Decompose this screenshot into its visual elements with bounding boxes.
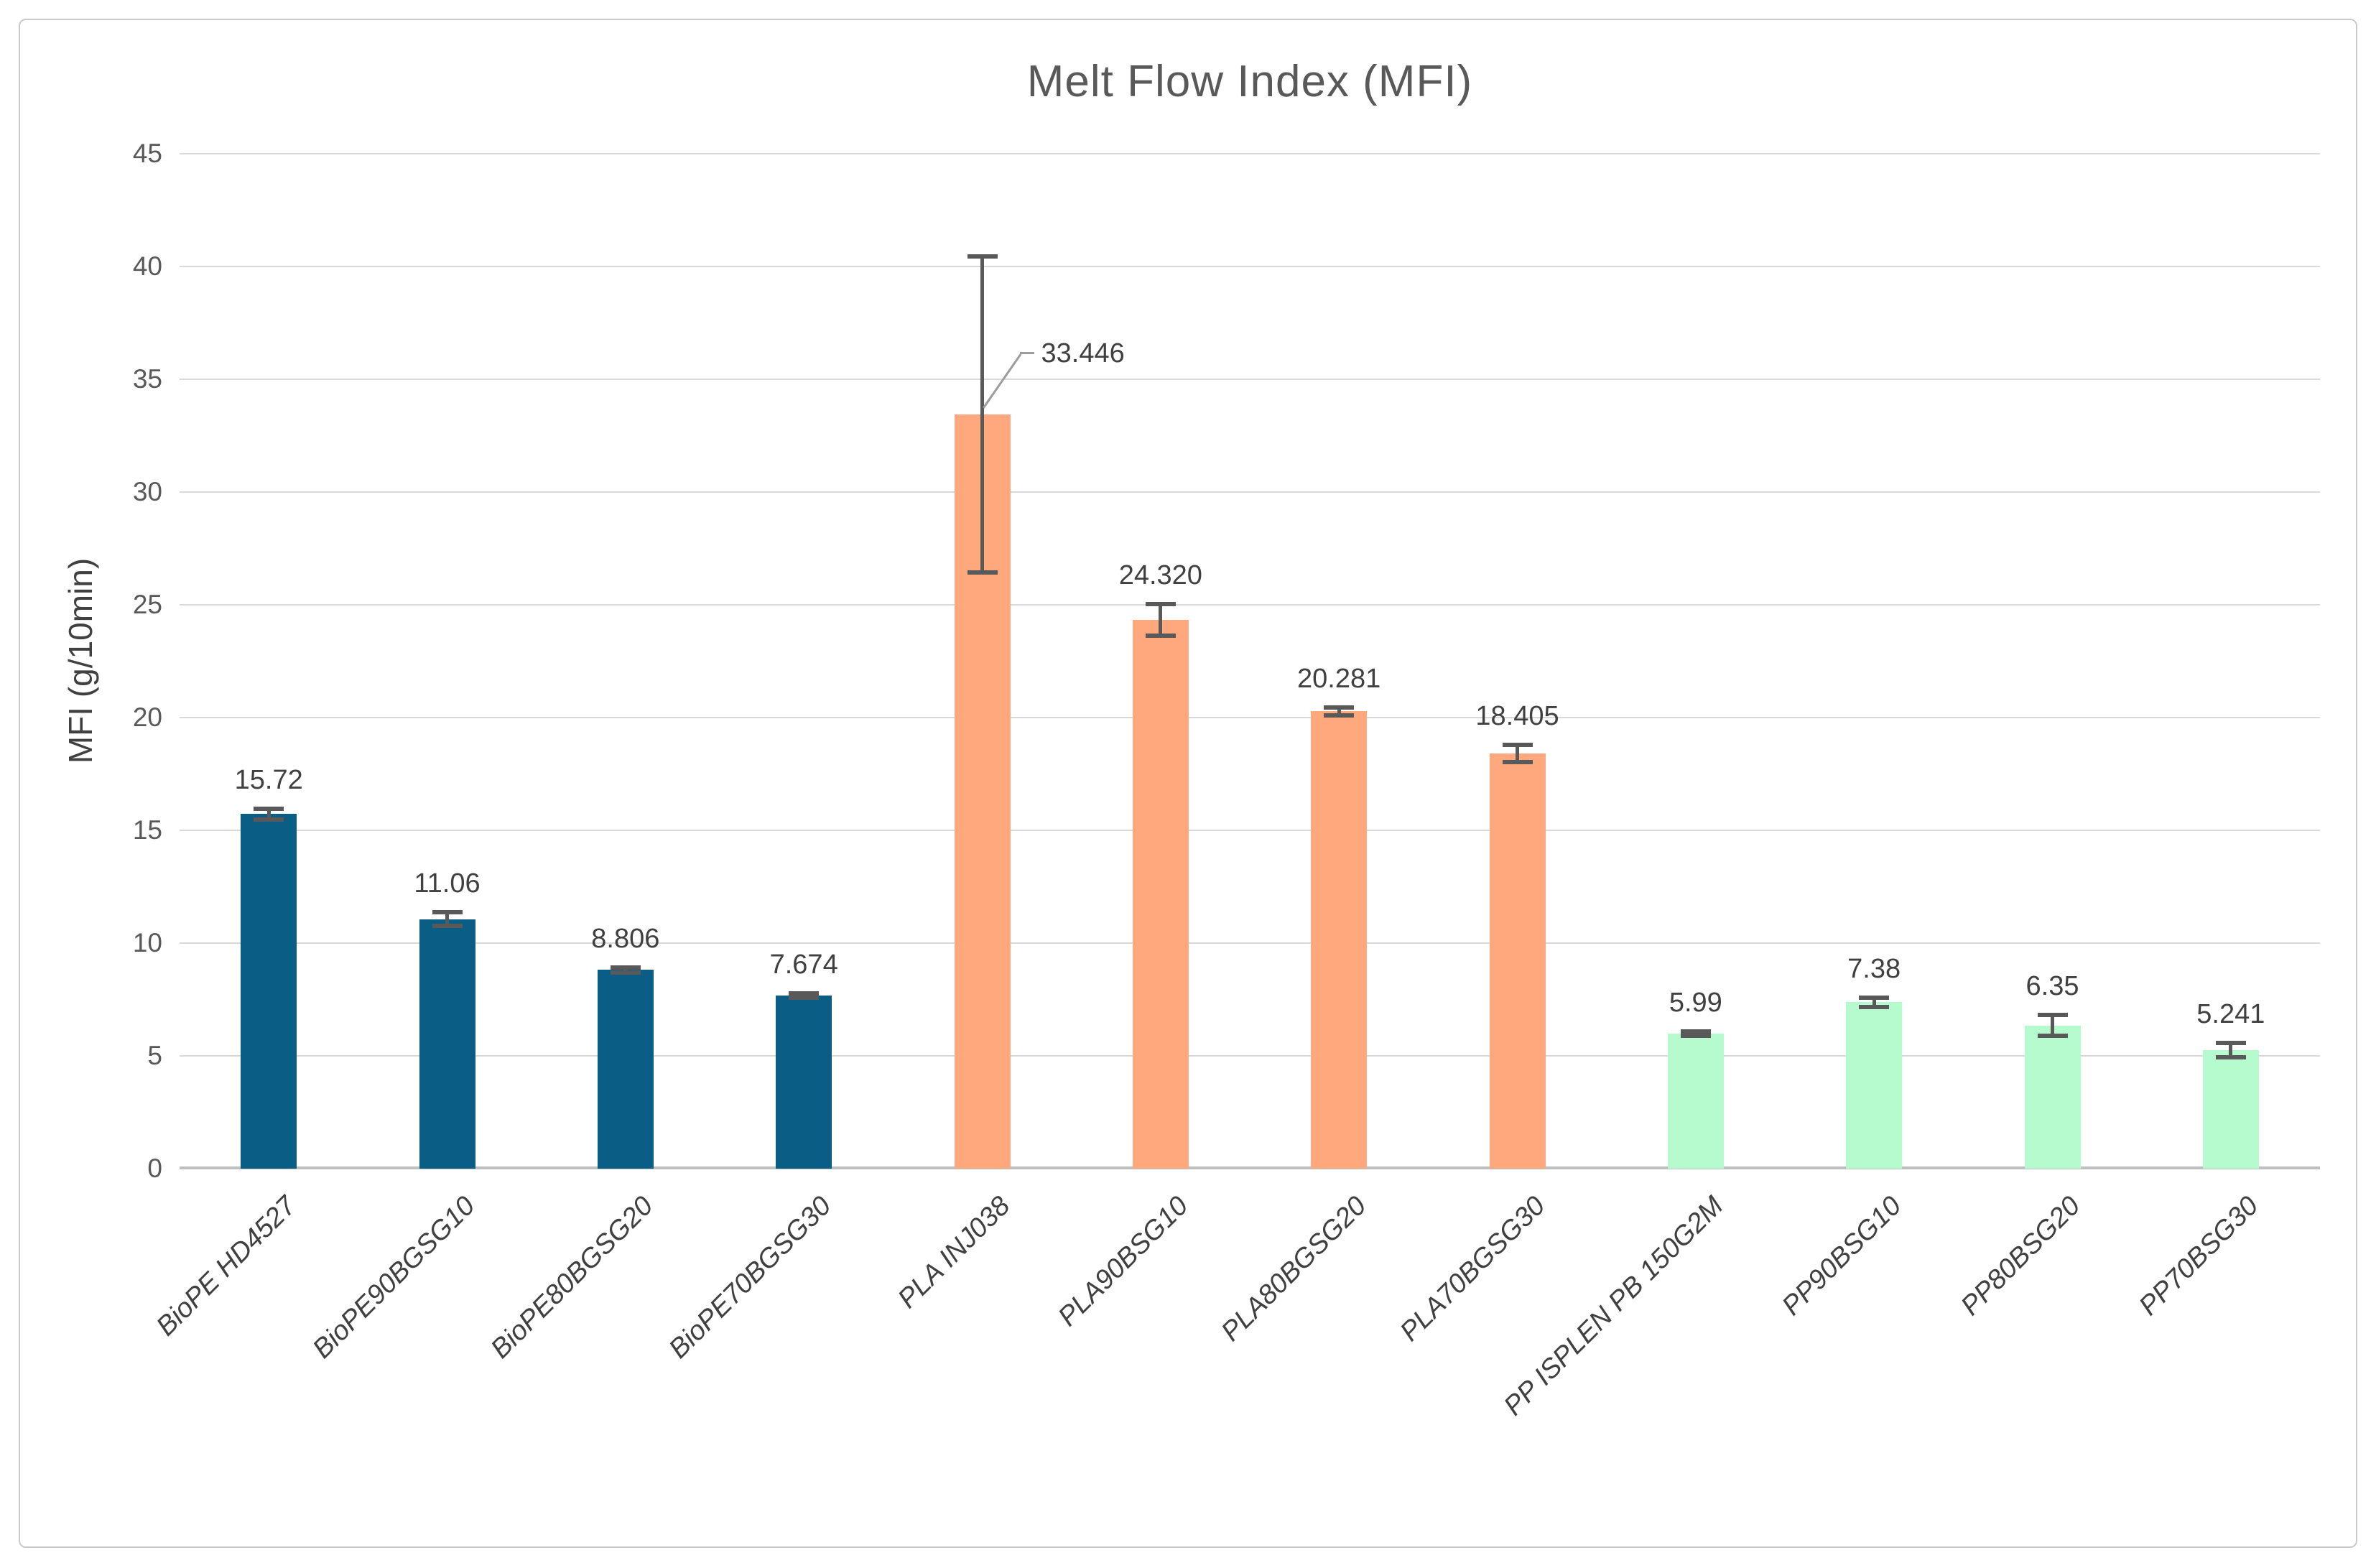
error-bar-top-cap (2215, 1041, 2246, 1046)
callout-leader-horizontal (1019, 352, 1034, 355)
error-bar-bottom-cap (1680, 1034, 1711, 1039)
error-bar (2229, 1043, 2233, 1058)
error-bar (980, 256, 984, 572)
error-bar-bottom-cap (610, 970, 641, 975)
error-bar-bottom-cap (1145, 634, 1176, 639)
y-tick-label: 0 (147, 1154, 162, 1183)
bar (2024, 1025, 2081, 1169)
bar (241, 814, 297, 1169)
error-bar (1337, 707, 1341, 715)
y-tick-label: 25 (132, 590, 162, 619)
bar-value-label: 8.806 (591, 924, 660, 955)
y-tick-label: 45 (132, 139, 162, 168)
bar-value-label: 11.06 (414, 868, 481, 899)
gridline (180, 491, 2320, 493)
gridline (180, 266, 2320, 267)
bar (776, 996, 832, 1169)
error-bar (623, 968, 628, 973)
gridline (180, 153, 2320, 154)
error-bar-bottom-cap (1502, 760, 1533, 764)
y-tick-label: 40 (132, 251, 162, 281)
bar (1132, 620, 1189, 1169)
bar-value-label: 7.674 (769, 949, 838, 980)
error-bar-top-cap (789, 991, 820, 996)
bar (1489, 753, 1546, 1169)
gridline (180, 379, 2320, 380)
bar (1667, 1033, 1724, 1169)
error-bar (1516, 745, 1519, 762)
callout-leader-diagonal (982, 353, 1021, 409)
error-bar (1872, 997, 1876, 1007)
error-bar (1694, 1031, 1698, 1036)
error-bar-top-cap (254, 806, 284, 811)
y-tick-label: 35 (132, 364, 162, 394)
bar-value-label: 5.241 (2196, 999, 2265, 1030)
bar-value-label: 24.320 (1118, 560, 1202, 591)
error-bar-bottom-cap (2215, 1055, 2246, 1060)
bar-value-label: 6.35 (2025, 971, 2079, 1002)
error-bar-bottom-cap (789, 996, 820, 1001)
error-bar-top-cap (1145, 602, 1176, 607)
bar-value-label: 18.405 (1475, 701, 1559, 732)
error-bar-bottom-cap (1324, 713, 1355, 718)
gridline (180, 1055, 2320, 1057)
error-bar (266, 808, 271, 820)
error-bar-top-cap (1502, 743, 1533, 748)
y-tick-label: 15 (132, 815, 162, 845)
bar-value-label: 5.99 (1669, 987, 1722, 1018)
bar-value-label: 20.281 (1297, 663, 1381, 694)
bar-value-label: 15.72 (234, 764, 303, 795)
gridline (180, 830, 2320, 831)
error-bar-bottom-cap (2037, 1033, 2068, 1038)
bar (1311, 711, 1368, 1169)
gridline (180, 604, 2320, 606)
error-bar (802, 993, 806, 998)
gridline (180, 942, 2320, 944)
error-bar-bottom-cap (254, 817, 284, 822)
error-bar-top-cap (432, 910, 463, 915)
x-axis-line (180, 1166, 2320, 1169)
error-bar-bottom-cap (967, 570, 998, 575)
plot-area: 15.72 11.06 8.806 7.674 24.320 20.281 18.405 5.… (151, 153, 2320, 1421)
error-bar-top-cap (967, 254, 998, 259)
error-bar (1159, 604, 1163, 636)
error-bar (445, 912, 449, 927)
bar (2202, 1050, 2259, 1169)
error-bar-top-cap (610, 965, 641, 970)
chart-title: Melt Flow Index (MFI) (1026, 57, 1473, 106)
error-bar (2051, 1015, 2054, 1036)
y-tick-label: 5 (147, 1041, 162, 1070)
bar-value-label: 7.38 (1847, 953, 1901, 984)
error-bar-bottom-cap (1859, 1004, 1890, 1009)
y-tick-label: 30 (132, 477, 162, 506)
y-tick-label: 20 (132, 702, 162, 732)
error-bar-bottom-cap (432, 924, 463, 929)
y-tick-label: 10 (132, 928, 162, 957)
error-bar-top-cap (1680, 1029, 1711, 1034)
gridline (180, 717, 2320, 718)
error-bar-top-cap (2037, 1013, 2068, 1018)
bar (597, 970, 654, 1169)
error-bar-top-cap (1324, 705, 1355, 710)
bar (419, 919, 475, 1169)
callout-value-label: 33.446 (1041, 338, 1125, 368)
bar (1846, 1002, 1903, 1169)
error-bar-top-cap (1859, 995, 1890, 1000)
y-tick-labels: 45 40 35 30 25 20 15 10 5 0 (0, 139, 162, 1183)
